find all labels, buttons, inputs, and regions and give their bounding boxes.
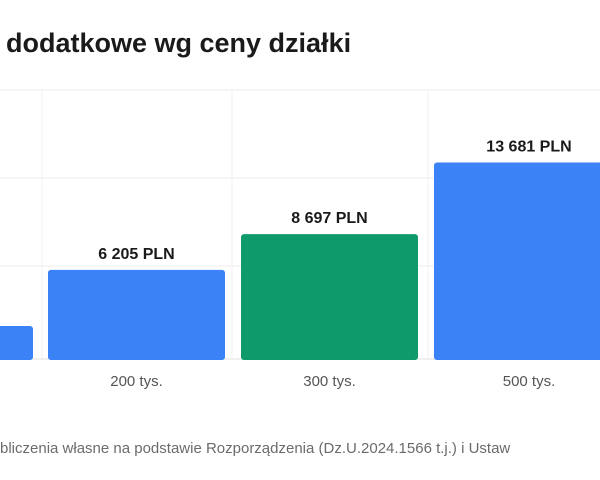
x-tick-label: 300 tys. xyxy=(303,373,356,390)
bar-value-label: 6 205 PLN xyxy=(98,246,174,263)
bar-value-label: 13 681 PLN xyxy=(486,139,571,156)
bar xyxy=(48,269,225,360)
value-labels: 6 205 PLN 8 697 PLN 13 681 PLN xyxy=(98,139,571,263)
x-tick-label: 500 tys. xyxy=(503,373,556,390)
x-tick-label: 200 tys. xyxy=(110,373,163,390)
x-axis-tick-labels: 200 tys. 300 tys. 500 tys. xyxy=(110,373,555,390)
bars xyxy=(0,162,600,360)
bar xyxy=(241,234,418,360)
bar xyxy=(434,162,600,360)
bar-value-label: 8 697 PLN xyxy=(291,210,367,227)
source-footnote: bliczenia własne na podstawie Rozporządz… xyxy=(0,440,511,457)
bar xyxy=(0,326,33,360)
chart-title: dodatkowe wg ceny działki xyxy=(6,28,352,58)
